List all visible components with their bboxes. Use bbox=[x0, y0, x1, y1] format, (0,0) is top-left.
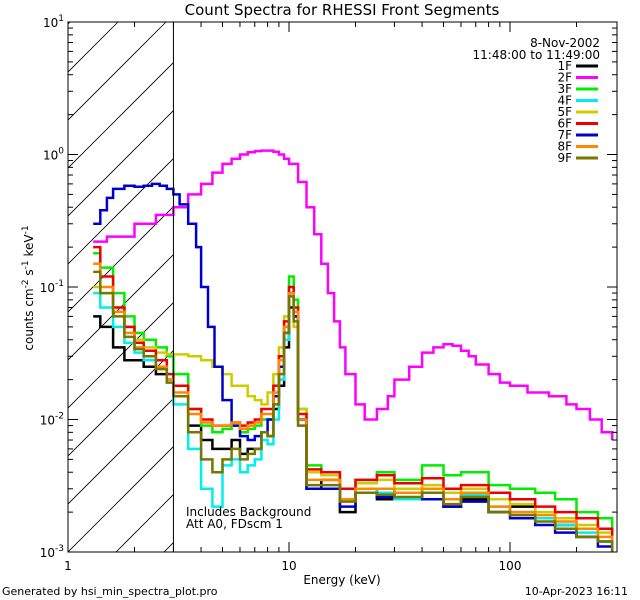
y-tick-label: 10-3 bbox=[40, 544, 64, 560]
hatch-line bbox=[404, 22, 640, 552]
y-tick-label: 101 bbox=[43, 14, 64, 30]
legend-label-5F: 5F bbox=[557, 105, 572, 119]
legend-label-2F: 2F bbox=[557, 71, 572, 85]
footer-generated-by: Generated by hsi_min_spectra_plot.pro bbox=[2, 585, 218, 598]
hatch-line bbox=[212, 22, 640, 552]
plot-frame bbox=[67, 21, 618, 553]
series-9F-line bbox=[93, 270, 614, 552]
y-tick-label: 10-1 bbox=[40, 279, 64, 295]
legend-label-4F: 4F bbox=[557, 94, 572, 108]
hatch-line bbox=[0, 22, 22, 552]
hatch-line bbox=[68, 22, 167, 121]
hatch-line bbox=[68, 253, 174, 361]
hatch-line bbox=[68, 61, 174, 169]
legend-time-range: 11:48:00 to 11:49:00 bbox=[473, 48, 600, 62]
series-layer bbox=[93, 149, 614, 552]
series-2F-line bbox=[93, 149, 614, 440]
x-tick-label: 10 bbox=[281, 559, 296, 573]
svg-text:counts cm-2 s-1 keV-1: counts cm-2 s-1 keV-1 bbox=[21, 225, 36, 350]
x-tick-label: 1 bbox=[64, 559, 72, 573]
hatch-line bbox=[68, 205, 174, 313]
axis-ticks: 1 10 100 10-3 10-2 10-1 100 101 bbox=[40, 14, 617, 573]
legend-label-9F: 9F bbox=[557, 151, 572, 165]
y-tick-label: 100 bbox=[43, 147, 64, 163]
hatch-line bbox=[68, 445, 174, 552]
legend-label-6F: 6F bbox=[557, 117, 572, 131]
legend-label-3F: 3F bbox=[557, 82, 572, 96]
x-tick-label: 100 bbox=[499, 559, 522, 573]
footer-timestamp: 10-Apr-2023 16:11 bbox=[525, 585, 628, 598]
hatch-line bbox=[596, 22, 640, 552]
annotation-attenuator: Att A0, FDscm 1 bbox=[186, 517, 283, 531]
y-tick-label: 10-2 bbox=[40, 412, 64, 428]
annotation-background: Includes Background bbox=[186, 505, 311, 519]
legend-label-1F: 1F bbox=[557, 59, 572, 73]
y-axis-label: counts cm-2 s-1 keV-1 bbox=[21, 225, 36, 350]
series-3F-line bbox=[93, 251, 614, 529]
legend: 8-Nov-2002 11:48:00 to 11:49:00 1F2F3F4F… bbox=[473, 36, 600, 165]
legend-label-7F: 7F bbox=[557, 128, 572, 142]
x-axis-label: Energy (keV) bbox=[303, 573, 380, 587]
chart-title: Count Spectra for RHESSI Front Segments bbox=[185, 1, 500, 19]
hatch-line bbox=[68, 397, 174, 505]
hatched-background-region bbox=[0, 22, 640, 552]
legend-date: 8-Nov-2002 bbox=[530, 36, 600, 50]
legend-label-8F: 8F bbox=[557, 140, 572, 154]
